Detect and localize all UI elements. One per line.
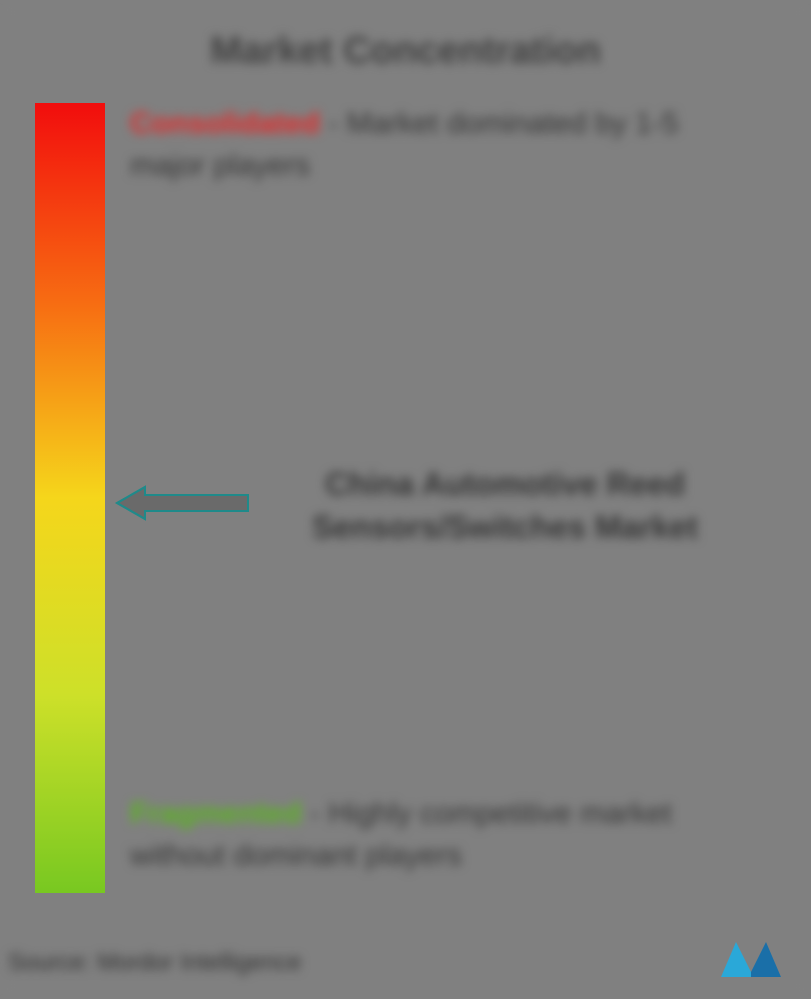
fragmented-keyword: Fragmented: [130, 797, 302, 830]
arrow-icon: [115, 483, 250, 523]
chart-title: Market Concentration: [0, 0, 811, 73]
position-arrow: [115, 483, 250, 523]
consolidated-label: Consolidated - Market dominated by 1-5 m…: [130, 103, 750, 187]
chart-body: Consolidated - Market dominated by 1-5 m…: [0, 103, 811, 923]
market-name-label: China Automotive Reed Sensors/Switches M…: [260, 463, 750, 549]
fragmented-label: Fragmented - Highly competitive market w…: [130, 793, 750, 877]
logo-shape-1: [721, 942, 751, 977]
concentration-gradient-bar: [35, 103, 105, 893]
logo-shape-2: [751, 942, 781, 977]
source-attribution: Source: Mordor Intelligence: [8, 949, 301, 977]
mordor-logo-icon: [716, 932, 786, 987]
infographic-container: Market Concentration Consolidated - Mark…: [0, 0, 811, 999]
consolidated-keyword: Consolidated: [130, 107, 320, 140]
